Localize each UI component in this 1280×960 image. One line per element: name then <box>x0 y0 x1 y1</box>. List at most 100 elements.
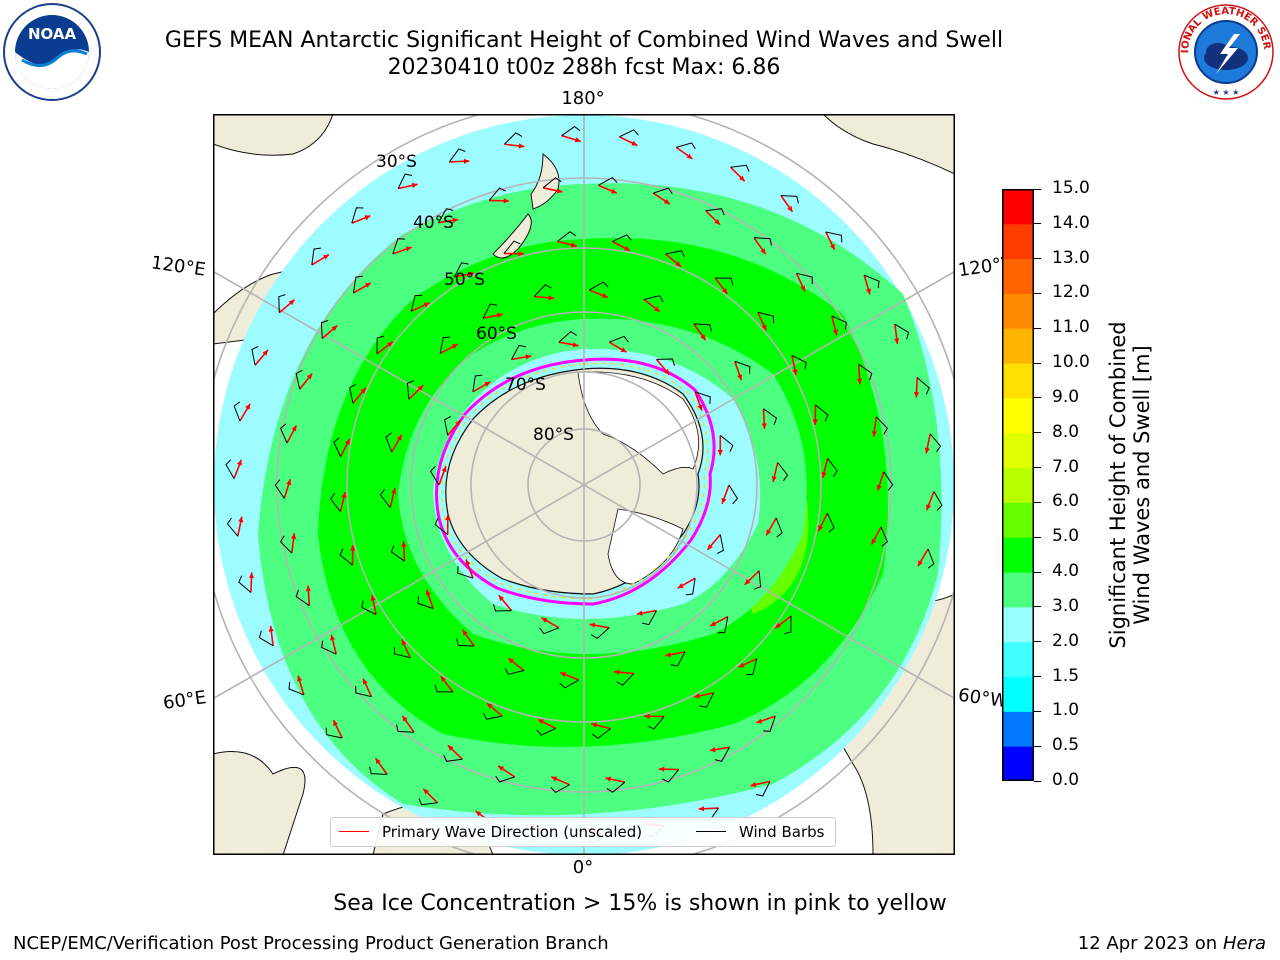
wave-direction-arrowhead <box>675 261 682 267</box>
wind-barb <box>791 354 807 370</box>
wind-barb <box>612 234 632 243</box>
wind-barb <box>376 335 385 354</box>
colorbar-label-line2: Wind Waves and Swell [m] <box>1130 345 1154 625</box>
wave-direction-arrowhead <box>305 585 311 592</box>
wind-barb <box>295 369 303 390</box>
colorbar-tick-mark <box>1034 397 1041 399</box>
wind-barb <box>619 129 639 138</box>
lat-label-60s: 60°S <box>476 324 517 344</box>
colorbar-tick-mark <box>1034 432 1041 434</box>
colorbar-tick-mark <box>1034 362 1041 364</box>
colorbar-band <box>1002 537 1034 573</box>
colorbar-tick-mark <box>1034 223 1041 225</box>
wave-direction-arrowhead <box>518 143 525 149</box>
wind-barb <box>685 578 696 596</box>
wave-direction-arrowhead <box>451 344 458 349</box>
wave-direction-arrowhead <box>865 288 871 295</box>
wind-barb <box>438 208 454 223</box>
wave-direction-arrowhead <box>636 610 643 616</box>
wind-barb <box>728 484 739 505</box>
colorbar-tick-label: 0.5 <box>1052 735 1080 756</box>
wave-direction-arrowhead <box>686 153 693 159</box>
wave-direction-arrowhead <box>496 312 503 318</box>
wave-direction-arrowhead <box>694 693 700 699</box>
wind-barb <box>550 784 570 794</box>
colorbar-tick-label: 13.0 <box>1052 247 1090 268</box>
wind-barb <box>616 673 635 686</box>
wave-direction-arrowhead <box>700 334 706 341</box>
wave-direction-arrowhead <box>344 438 350 445</box>
wind-barb <box>777 462 789 481</box>
nws-logo: NATIONAL WEATHER SERVICE ★ ★ ★ <box>1176 2 1274 100</box>
wind-barb <box>875 416 889 435</box>
wave-direction-arrowhead <box>644 713 650 719</box>
wave-direction-arrowhead <box>331 325 338 331</box>
wind-barb <box>598 176 618 186</box>
wind-barb <box>591 627 610 640</box>
wind-barb <box>753 237 772 246</box>
wave-direction-arrowhead <box>926 504 932 511</box>
wave-vectors <box>225 125 943 845</box>
wave-direction-arrowhead <box>503 198 510 204</box>
wind-barb <box>693 323 712 332</box>
wave-direction-arrowhead <box>750 782 757 788</box>
wave-direction-arrowhead <box>463 158 470 164</box>
colorbar-band <box>1002 606 1034 643</box>
wave-direction-arrowhead <box>333 720 339 727</box>
colorbar-tick-label: 4.0 <box>1052 561 1080 582</box>
wave-direction-arrowhead <box>363 678 368 685</box>
noaa-logo-text: NOAA <box>28 25 77 43</box>
map-title: GEFS MEAN Antarctic Significant Height o… <box>164 28 1004 53</box>
wave-direction-arrowhead <box>857 378 863 385</box>
machine-name: Hera <box>1222 933 1266 954</box>
wave-direction-arrowhead <box>238 516 244 523</box>
wind-barb <box>311 247 321 265</box>
wave-direction-arrowhead <box>821 471 827 478</box>
wave-direction-arrowhead <box>447 745 454 751</box>
wind-barb <box>643 295 664 303</box>
wind-barb <box>379 489 391 508</box>
colorbar-tick-mark <box>1034 745 1041 747</box>
wind-barb <box>665 250 686 258</box>
wind-barb <box>369 766 388 775</box>
wave-direction-arrowhead <box>401 639 407 646</box>
colorbar-tick-mark <box>1034 641 1041 643</box>
wind-barb <box>504 667 525 675</box>
wave-direction-arrowhead <box>761 324 767 331</box>
lat-label-30s: 30°S <box>376 152 417 172</box>
wave-direction-arrowhead <box>475 811 482 817</box>
wind-barb <box>482 303 498 319</box>
wind-barb <box>238 575 252 593</box>
wave-direction-arrowhead <box>760 248 766 255</box>
wind-barb <box>883 471 894 491</box>
colorbar-tick-label: 9.0 <box>1052 386 1080 407</box>
wave-direction-arrowhead <box>423 788 429 795</box>
wind-barb <box>661 769 680 783</box>
wind-barb <box>418 798 438 806</box>
wind-barb <box>894 323 910 340</box>
wind-barb <box>533 284 552 297</box>
wind-barb <box>434 684 453 693</box>
wind-barb <box>472 374 483 392</box>
colorbar-tick-label: 6.0 <box>1052 491 1080 512</box>
wind-barb <box>353 275 363 293</box>
wind-barb <box>670 651 686 667</box>
wind-barb <box>233 401 241 422</box>
wave-direction-arrowhead <box>465 559 471 566</box>
colorbar-tick-label: 2.0 <box>1052 630 1080 651</box>
wind-barb <box>448 148 466 163</box>
wind-barb <box>716 534 724 554</box>
colorbar-band <box>1002 641 1034 678</box>
wind-barb <box>355 685 372 698</box>
wave-direction-arrowhead <box>323 254 329 260</box>
wave-direction-arrowhead <box>744 579 751 585</box>
wave-direction-arrowhead <box>556 188 563 194</box>
wind-barb <box>278 294 286 313</box>
lat-label-40s: 40°S <box>413 213 454 233</box>
colorbar <box>1002 189 1034 781</box>
wave-direction-arrowhead <box>653 306 660 312</box>
wave-direction-arrowhead <box>631 140 638 146</box>
lon-label-60e: 60°E <box>161 687 208 714</box>
lon-label-0: 0° <box>572 857 594 878</box>
wind-barb <box>783 616 792 635</box>
